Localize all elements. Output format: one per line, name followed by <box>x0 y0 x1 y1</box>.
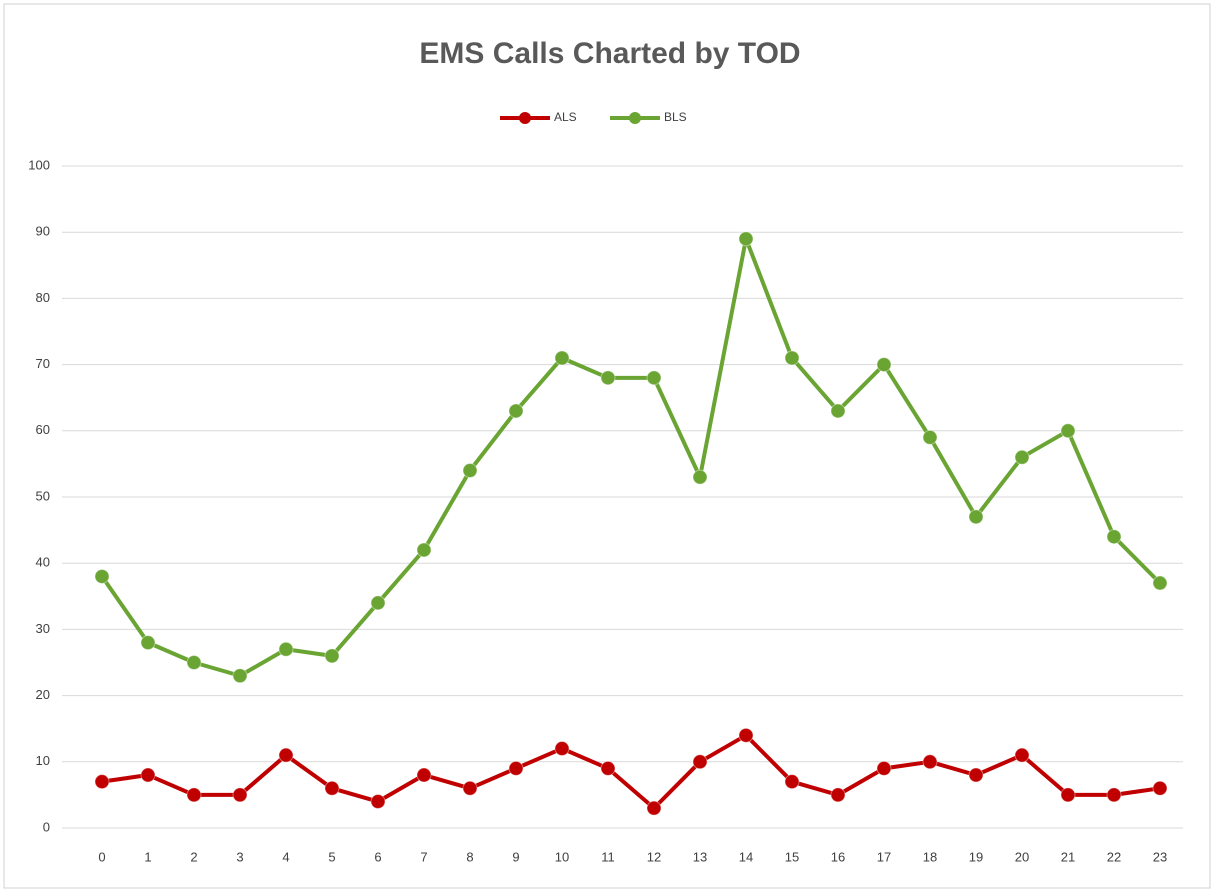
x-tick-label: 11 <box>601 849 615 864</box>
point-marker <box>1152 575 1168 591</box>
point-marker <box>416 542 432 558</box>
chart-title: EMS Calls Charted by TOD <box>419 37 800 70</box>
point-marker <box>324 648 340 664</box>
point-marker <box>186 655 202 670</box>
legend-label: BLS <box>664 110 687 124</box>
x-tick-label: 13 <box>693 849 707 864</box>
point-marker <box>278 641 294 657</box>
point-marker <box>508 760 524 776</box>
point-marker <box>1106 529 1122 545</box>
point-marker <box>370 794 386 810</box>
point-marker <box>140 767 156 783</box>
point-marker <box>462 780 478 796</box>
point-marker <box>416 767 432 783</box>
legend-label: ALS <box>554 110 577 124</box>
point-marker <box>232 668 248 684</box>
y-tick-label: 50 <box>36 488 50 503</box>
point-marker <box>784 774 800 790</box>
point-marker <box>830 787 846 803</box>
y-tick-label: 80 <box>36 290 50 305</box>
x-tick-label: 2 <box>190 849 197 864</box>
x-tick-label: 17 <box>877 849 891 864</box>
point-marker <box>232 787 248 803</box>
y-tick-label: 40 <box>36 555 50 570</box>
x-tick-label: 6 <box>374 849 381 864</box>
series-line <box>101 733 1161 811</box>
x-tick-label: 5 <box>328 849 335 864</box>
point-marker <box>968 767 984 783</box>
x-tick-label: 8 <box>466 849 473 864</box>
x-tick-label: 16 <box>831 849 845 864</box>
legend-marker <box>519 112 531 124</box>
point-marker <box>508 403 524 419</box>
point-marker <box>1060 787 1076 803</box>
point-marker <box>554 741 570 757</box>
x-tick-label: 19 <box>969 849 983 864</box>
y-tick-label: 90 <box>36 224 50 239</box>
point-marker <box>554 350 570 366</box>
y-tick-label: 100 <box>28 157 50 172</box>
x-tick-label: 10 <box>555 849 569 864</box>
point-marker <box>922 429 938 445</box>
x-tick-label: 0 <box>98 849 105 864</box>
point-marker <box>738 727 754 743</box>
x-tick-label: 18 <box>923 849 937 864</box>
point-marker <box>922 754 938 770</box>
point-marker <box>94 568 110 584</box>
point-marker <box>186 787 202 803</box>
point-marker <box>462 463 478 479</box>
series-line <box>100 236 1162 678</box>
point-marker <box>830 403 846 419</box>
x-tick-label: 22 <box>1107 849 1121 864</box>
y-tick-label: 70 <box>36 356 50 371</box>
point-marker <box>876 357 892 373</box>
point-marker <box>968 509 984 525</box>
x-tick-label: 9 <box>512 849 519 864</box>
point-marker <box>738 231 754 247</box>
point-marker <box>600 370 616 386</box>
x-tick-label: 7 <box>420 849 427 864</box>
point-marker <box>646 800 662 816</box>
point-marker <box>370 595 386 611</box>
point-marker <box>692 469 708 485</box>
x-tick-label: 12 <box>647 849 661 864</box>
y-tick-label: 10 <box>36 753 50 768</box>
point-marker <box>1014 449 1030 465</box>
x-tick-label: 1 <box>144 849 151 864</box>
point-marker <box>600 760 616 776</box>
y-tick-label: 60 <box>36 422 50 437</box>
point-marker <box>1060 423 1076 439</box>
point-marker <box>278 747 294 763</box>
point-marker <box>140 635 156 651</box>
y-tick-label: 30 <box>36 621 50 636</box>
x-tick-label: 23 <box>1153 849 1167 864</box>
point-marker <box>94 774 110 790</box>
point-marker <box>784 350 800 366</box>
point-marker <box>876 760 892 776</box>
y-tick-label: 0 <box>43 819 50 834</box>
x-tick-label: 14 <box>739 849 753 864</box>
point-marker <box>1014 747 1030 763</box>
point-marker <box>1152 780 1168 796</box>
x-tick-label: 15 <box>785 849 799 864</box>
legend-marker <box>629 112 641 124</box>
chart-frame <box>3 3 1211 889</box>
x-tick-label: 4 <box>282 849 289 864</box>
x-tick-label: 3 <box>236 849 243 864</box>
x-tick-label: 21 <box>1061 849 1075 864</box>
x-tick-label: 20 <box>1015 849 1029 864</box>
point-marker <box>646 370 662 386</box>
point-marker <box>1106 787 1122 803</box>
point-marker <box>324 780 340 796</box>
y-tick-label: 20 <box>36 687 50 702</box>
point-marker <box>692 754 708 770</box>
